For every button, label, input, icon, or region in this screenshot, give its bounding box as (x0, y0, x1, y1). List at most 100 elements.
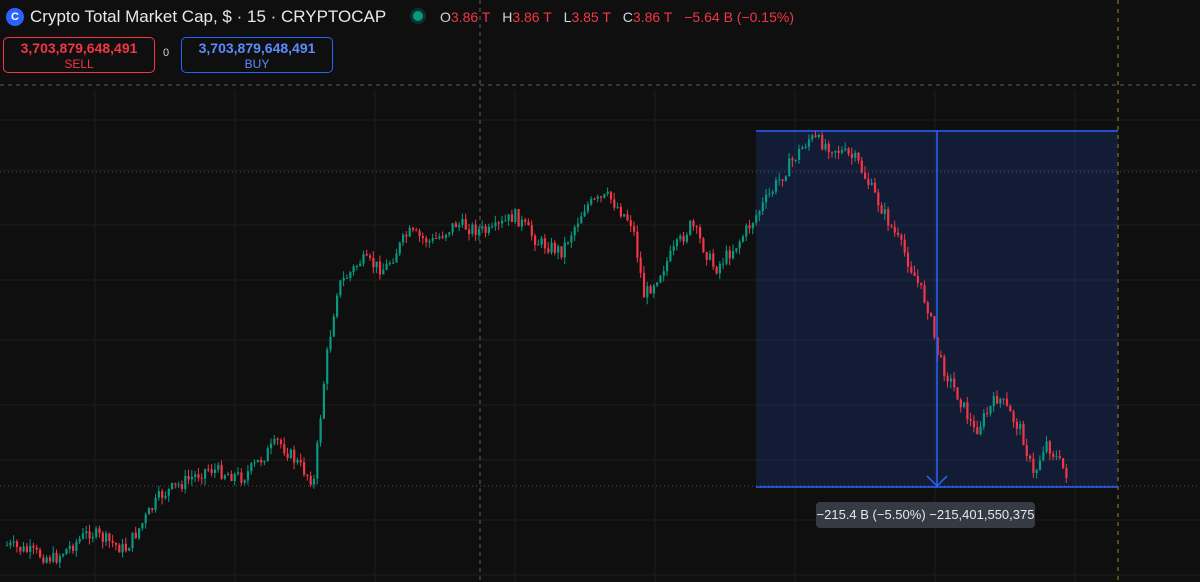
low-label: L (563, 9, 572, 25)
candle-body (811, 135, 814, 140)
candle-body (586, 204, 589, 212)
candle-body (755, 215, 758, 223)
candle-body (890, 225, 893, 227)
candle-body (873, 182, 877, 193)
candle-body (461, 219, 464, 225)
candle-body (864, 172, 867, 179)
candle-body (471, 224, 474, 235)
candle-body (444, 234, 448, 238)
candle-body (804, 146, 807, 148)
candle-body (814, 135, 817, 137)
candle-body (1062, 458, 1065, 469)
candle-body (656, 282, 659, 286)
candle-body (253, 462, 256, 464)
candle-body (52, 552, 55, 562)
candle-body (689, 220, 692, 235)
candle-body (1022, 424, 1025, 446)
candle-body (893, 226, 896, 233)
candle-body (1048, 441, 1051, 454)
candle-body (652, 285, 655, 294)
candle-body (718, 263, 721, 274)
candle-body (619, 206, 622, 217)
candle-body (910, 266, 913, 273)
candle-body (567, 242, 570, 244)
candle-body (435, 237, 438, 239)
candle-body (765, 194, 768, 203)
candle-body (230, 474, 233, 481)
candle-body (474, 224, 477, 235)
candle-body (151, 508, 154, 510)
candle-body (646, 286, 649, 298)
candle-body (692, 220, 695, 227)
candle-body (1009, 405, 1012, 412)
candle-body (293, 449, 296, 463)
candle-body (42, 557, 45, 563)
candle-body (745, 225, 748, 237)
candle-body (316, 442, 319, 479)
candle-body (329, 336, 332, 350)
candle-body (537, 244, 540, 246)
candle-body (6, 545, 9, 547)
candle-body (207, 469, 210, 471)
candle-body (860, 160, 863, 173)
candle-body (392, 262, 395, 264)
candle-body (223, 475, 226, 479)
candle-body (992, 396, 995, 407)
candle-body (1035, 470, 1038, 473)
candle-body (431, 237, 434, 241)
buy-button[interactable]: 3,703,879,648,491 BUY (181, 37, 333, 73)
candle-body (510, 214, 514, 223)
sell-button[interactable]: 3,703,879,648,491 SELL (3, 37, 155, 73)
candle-body (111, 541, 114, 543)
candle-body (283, 444, 286, 454)
candle-body (626, 214, 629, 221)
candle-body (487, 226, 490, 233)
candle-body (834, 150, 837, 153)
candle-body (141, 523, 144, 529)
candle-body (682, 235, 685, 242)
candle-body (986, 413, 989, 415)
candle-body (728, 250, 731, 259)
candle-body (322, 383, 325, 419)
candle-body (332, 316, 335, 337)
candle-body (788, 158, 791, 177)
candle-body (451, 223, 454, 233)
candle-body (520, 219, 523, 227)
candle-body (669, 250, 672, 262)
candle-body (12, 541, 15, 543)
candle-body (359, 263, 362, 267)
candle-body (867, 178, 870, 185)
candle-body (1012, 411, 1015, 422)
candle-body (164, 495, 167, 498)
candle-body (118, 544, 121, 553)
candle-body (408, 227, 411, 237)
candle-body (484, 226, 487, 233)
candle-body (263, 461, 266, 463)
candle-body (362, 254, 365, 264)
candle-body (636, 231, 639, 258)
candle-body (824, 143, 827, 150)
candle-body (177, 484, 180, 486)
candle-body (260, 459, 263, 463)
candle-body (580, 216, 583, 224)
candle-body (844, 148, 847, 151)
candle-body (326, 349, 329, 384)
candle-body (639, 257, 642, 273)
candle-body (920, 282, 923, 286)
candle-body (454, 223, 457, 228)
candle-body (629, 220, 632, 227)
candle-body (778, 179, 781, 181)
open-value: 3.86 T (450, 9, 491, 25)
candle-body (78, 538, 81, 542)
candle-body (256, 459, 259, 463)
candle-body (339, 280, 342, 296)
candle-body (29, 545, 32, 552)
close-label: C (622, 9, 633, 25)
candle-body (55, 552, 58, 563)
candle-body (1029, 455, 1032, 459)
candle-body (702, 238, 705, 253)
candle-body (411, 227, 415, 230)
symbol-title[interactable]: Crypto Total Market Cap, $ · 15 · CRYPTO… (30, 7, 387, 26)
candle-body (606, 191, 609, 195)
